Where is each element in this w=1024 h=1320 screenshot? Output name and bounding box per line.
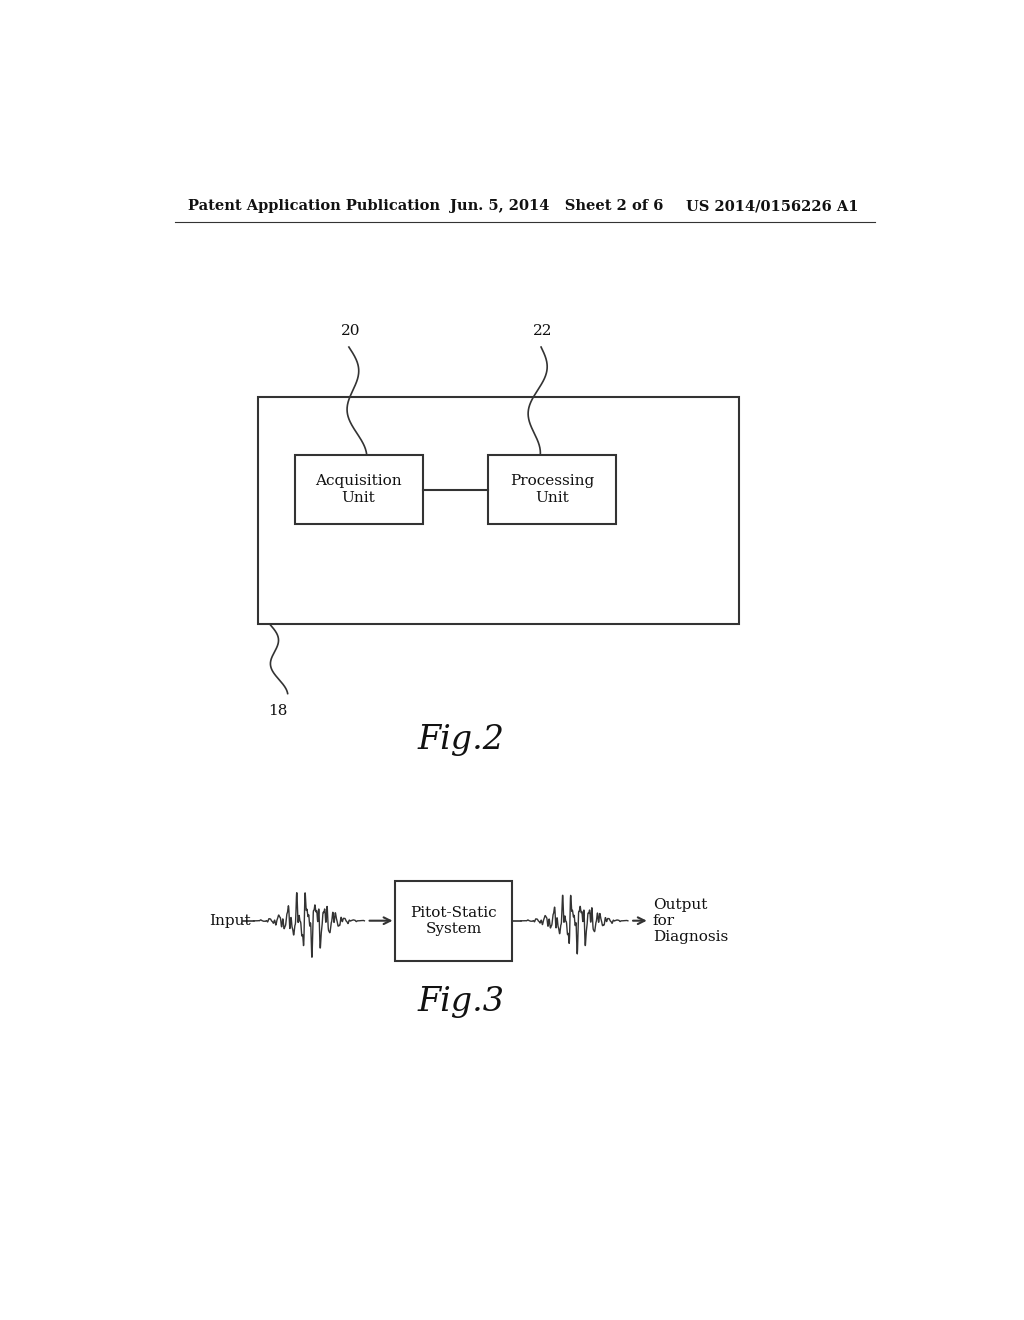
Bar xyxy=(395,880,512,961)
Text: Processing
Unit: Processing Unit xyxy=(510,474,595,504)
Text: Fig.3: Fig.3 xyxy=(418,986,505,1018)
Text: Output
for
Diagnosis: Output for Diagnosis xyxy=(652,898,728,944)
Text: Fig.2: Fig.2 xyxy=(418,723,505,756)
Text: 18: 18 xyxy=(268,705,288,718)
Text: Acquisition
Unit: Acquisition Unit xyxy=(315,474,401,504)
Text: Pitot-Static
System: Pitot-Static System xyxy=(411,906,497,936)
Bar xyxy=(295,455,423,524)
Text: Input: Input xyxy=(209,913,251,928)
Text: US 2014/0156226 A1: US 2014/0156226 A1 xyxy=(686,199,858,213)
Text: 22: 22 xyxy=(532,323,552,338)
Text: Patent Application Publication: Patent Application Publication xyxy=(188,199,440,213)
Bar xyxy=(488,455,616,524)
Text: Jun. 5, 2014   Sheet 2 of 6: Jun. 5, 2014 Sheet 2 of 6 xyxy=(450,199,663,213)
Bar xyxy=(258,397,738,624)
Text: 20: 20 xyxy=(341,323,360,338)
